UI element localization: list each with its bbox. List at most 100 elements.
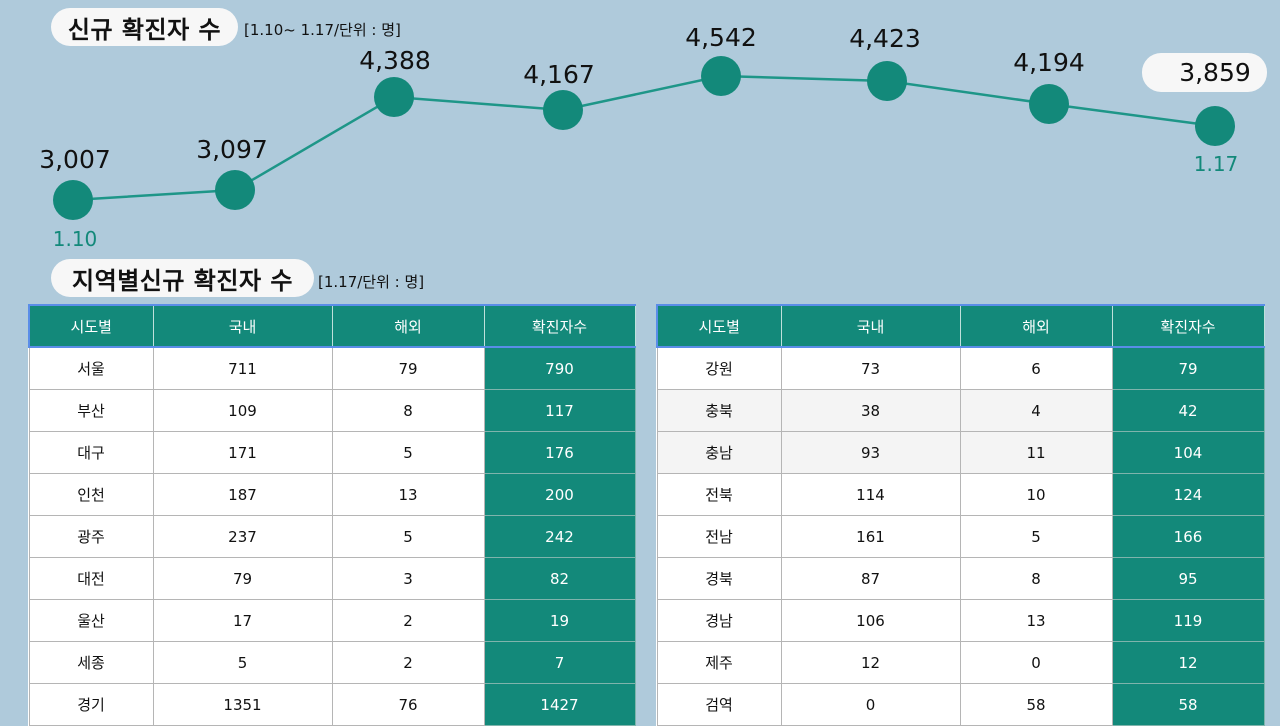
table-row: 인천 187 13 200 [28,473,636,516]
table-row: 검역 0 58 58 [656,683,1265,726]
cell-total: 1427 [483,683,636,726]
chart-title: 신규 확진자 수 [51,8,238,46]
data-point [701,56,741,96]
table-row: 강원 73 6 79 [656,346,1265,390]
line-chart: 3,007 3,097 4,388 4,167 4,542 4,423 4,194 3,859… [39,23,1267,251]
cell-total: 58 [1111,683,1265,726]
chart-value-labels: 3,007 3,097 4,388 4,167 4,542 4,423 4,194 3,859 [39,23,1251,174]
cell-overseas: 2 [331,599,485,642]
data-point [543,90,583,130]
header-total: 확진자수 [1111,304,1265,348]
cell-total: 176 [483,431,636,474]
cell-overseas: 5 [331,431,485,474]
cell-total: 119 [1111,599,1265,642]
cell-overseas: 13 [959,599,1113,642]
cell-region: 대전 [28,557,154,600]
cell-total: 124 [1111,473,1265,516]
table-row: 세종 5 2 7 [28,641,636,684]
value-label: 4,167 [523,60,595,89]
cell-domestic: 109 [152,389,333,432]
cell-region: 충남 [656,431,782,474]
data-point [374,77,414,117]
table-subtitle: [1.17/단위 : 명] [318,273,425,291]
cell-overseas: 10 [959,473,1113,516]
cell-overseas: 5 [331,515,485,558]
cell-total: 200 [483,473,636,516]
cell-total: 42 [1111,389,1265,432]
value-label: 3,007 [39,145,111,174]
cell-domestic: 73 [780,346,961,390]
value-label: 4,194 [1013,48,1085,77]
cell-total: 12 [1111,641,1265,684]
cell-domestic: 237 [152,515,333,558]
header-region: 시도별 [656,304,782,348]
table-header-row: 시도별 국내 해외 확진자수 [656,304,1265,348]
cell-region: 세종 [28,641,154,684]
cell-region: 울산 [28,599,154,642]
cell-domestic: 79 [152,557,333,600]
cell-region: 광주 [28,515,154,558]
chart-subtitle: [1.10~ 1.17/단위 : 명] [244,21,401,39]
chart-points [53,56,1235,220]
cell-region: 경기 [28,683,154,726]
cell-overseas: 3 [331,557,485,600]
cell-domestic: 187 [152,473,333,516]
value-label: 4,423 [849,24,921,53]
cell-region: 강원 [656,346,782,390]
table-row: 경남 106 13 119 [656,599,1265,642]
cell-total: 104 [1111,431,1265,474]
value-label: 3,859 [1179,58,1251,87]
cell-total: 7 [483,641,636,684]
table-row: 대구 171 5 176 [28,431,636,474]
table-row: 부산 109 8 117 [28,389,636,432]
cell-domestic: 38 [780,389,961,432]
table-row: 전북 114 10 124 [656,473,1265,516]
cell-domestic: 114 [780,473,961,516]
cell-overseas: 8 [331,389,485,432]
cell-domestic: 5 [152,641,333,684]
data-point [1195,106,1235,146]
cell-overseas: 11 [959,431,1113,474]
table-row: 대전 79 3 82 [28,557,636,600]
cell-overseas: 13 [331,473,485,516]
table-title: 지역별신규 확진자 수 [51,259,314,297]
header-overseas: 해외 [331,304,485,348]
cell-overseas: 2 [331,641,485,684]
table-row: 경북 87 8 95 [656,557,1265,600]
region-table-right: 시도별 국내 해외 확진자수 강원 73 6 79 충북 38 4 42 충남 93 11 104 전북… [656,304,1265,726]
table-row: 울산 17 2 19 [28,599,636,642]
cell-overseas: 58 [959,683,1113,726]
value-label: 4,388 [359,46,431,75]
data-point [867,61,907,101]
data-point [1029,84,1069,124]
table-title-text: 지역별신규 확진자 수 [72,266,293,295]
cell-domestic: 106 [780,599,961,642]
cell-overseas: 5 [959,515,1113,558]
cell-domestic: 12 [780,641,961,684]
chart-line [72,74,1216,202]
cell-region: 경북 [656,557,782,600]
cell-region: 검역 [656,683,782,726]
cell-overseas: 8 [959,557,1113,600]
region-table-left: 시도별 국내 해외 확진자수 서울 711 79 790 부산 109 8 117 대구 171 5… [28,304,636,726]
cell-region: 충북 [656,389,782,432]
header-region: 시도별 [28,304,154,348]
cell-region: 인천 [28,473,154,516]
table-row: 전남 161 5 166 [656,515,1265,558]
cell-region: 전남 [656,515,782,558]
cell-domestic: 161 [780,515,961,558]
cell-region: 부산 [28,389,154,432]
cell-overseas: 4 [959,389,1113,432]
cell-region: 대구 [28,431,154,474]
value-label: 3,097 [196,135,268,164]
cell-total: 79 [1111,346,1265,390]
cell-total: 117 [483,389,636,432]
cell-domestic: 1351 [152,683,333,726]
cell-total: 166 [1111,515,1265,558]
cell-total: 82 [483,557,636,600]
cell-domestic: 87 [780,557,961,600]
cell-total: 242 [483,515,636,558]
table-row: 서울 711 79 790 [28,346,636,390]
highlight-pill [1142,53,1267,92]
header-total: 확진자수 [483,304,636,348]
